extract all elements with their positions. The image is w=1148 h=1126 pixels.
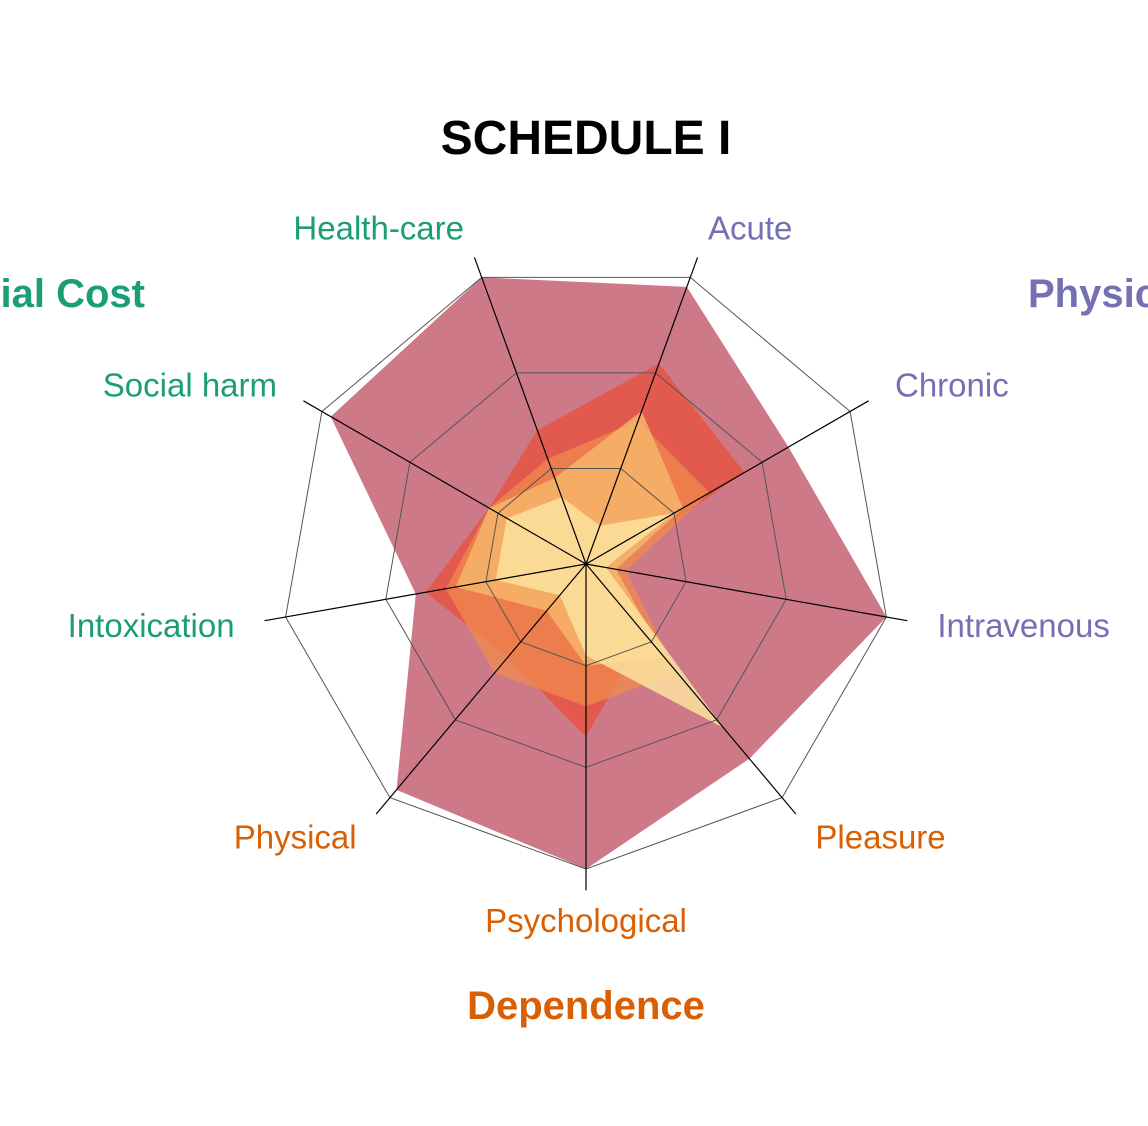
axis-label-chronic: Chronic — [895, 367, 1009, 404]
axis-spoke-6 — [375, 563, 587, 815]
group-label-physical: Physical Harm — [1028, 272, 1148, 316]
axis-spoke-7 — [264, 563, 587, 622]
axis-labels: Acute Chronic Intravenous Pleasure Psycholog… — [68, 210, 1110, 939]
grid-layer — [264, 257, 908, 891]
grid-ring-1 — [485, 468, 687, 667]
chart-title: SCHEDULE I — [441, 112, 732, 165]
grid-ring-3 — [285, 276, 887, 870]
axis-label-physical: Physical — [234, 818, 357, 855]
axis-spoke-1 — [585, 257, 699, 565]
axis-spoke-4 — [585, 563, 797, 815]
series-polygon-5 — [495, 497, 724, 728]
axis-label-pleasure: Pleasure — [815, 818, 945, 855]
axis-spoke-3 — [585, 563, 908, 622]
axis-spoke-9 — [473, 257, 587, 565]
axis-spoke-2 — [585, 400, 869, 565]
axis-label-intoxication: Intoxication — [68, 607, 235, 644]
axis-label-psychological: Psychological — [485, 902, 687, 939]
axis-label-intravenous: Intravenous — [937, 607, 1109, 644]
axis-label-social-harm: Social harm — [103, 367, 277, 404]
group-label-social: Social Cost — [0, 272, 145, 316]
axis-label-health-care: Health-care — [293, 210, 464, 247]
axis-label-acute: Acute — [708, 210, 792, 247]
group-label-dependence: Dependence — [467, 984, 705, 1028]
axis-spoke-8 — [303, 400, 587, 565]
grid-ring-2 — [385, 372, 787, 768]
series-layer — [330, 277, 887, 869]
